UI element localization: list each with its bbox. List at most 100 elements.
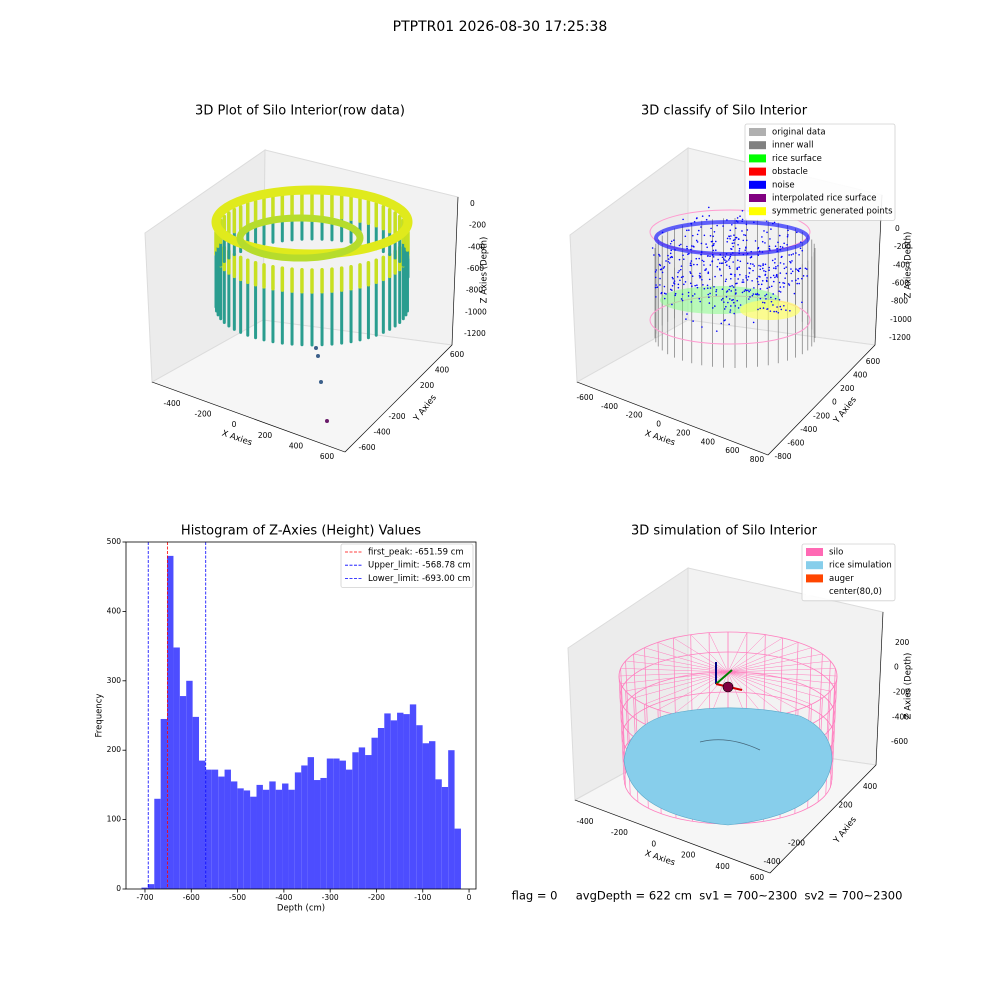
noise-point [785, 272, 788, 275]
noise-point [696, 241, 699, 243]
noise-point [789, 261, 792, 264]
noise-point [705, 268, 707, 270]
noise-point [785, 309, 787, 311]
noise-point [757, 246, 760, 249]
point-cloud-sketch [211, 185, 413, 423]
noise-point [669, 256, 672, 259]
noise-point [732, 286, 735, 288]
noise-point [805, 268, 808, 270]
noise-point [782, 286, 785, 288]
z-tick-label: 0 [895, 224, 900, 233]
x-tick-label: 200 [681, 851, 696, 860]
bar [435, 779, 442, 889]
noise-point [745, 289, 748, 292]
noise-point [693, 246, 695, 248]
noise-point [696, 263, 698, 266]
bar [333, 758, 340, 889]
x-axis-line [151, 381, 346, 453]
noise-point [752, 293, 755, 295]
z-tick-label: 0 [470, 199, 475, 208]
noise-point [795, 279, 797, 282]
noise-point [709, 234, 712, 237]
z-tick-label: -600 [467, 264, 484, 273]
noise-point [671, 303, 673, 306]
noise-point [737, 243, 739, 246]
noise-point [729, 298, 731, 300]
y-tick-label: -600 [787, 438, 804, 447]
noise-point [707, 293, 710, 296]
noise-point [714, 305, 716, 307]
noise-point [770, 228, 772, 230]
bar [154, 798, 161, 889]
noise-point [696, 233, 699, 236]
noise-point [739, 273, 741, 276]
noise-point [712, 249, 715, 252]
x-tick-label: -200 [626, 411, 643, 420]
legend-label: center(80,0) [829, 587, 882, 597]
noise-point [741, 209, 744, 212]
y-tick-label: -200 [813, 411, 830, 420]
bar [422, 743, 430, 889]
bar [205, 769, 212, 889]
noise-point [749, 263, 752, 265]
bar [314, 780, 321, 889]
noise-point [769, 238, 771, 240]
y-tick-label: 200 [420, 381, 435, 390]
noise-point [676, 276, 679, 278]
noise-point [759, 276, 761, 278]
bar [282, 783, 289, 889]
y-tick-label: -600 [358, 443, 375, 452]
noise-point [739, 304, 742, 306]
noise-point [719, 269, 721, 271]
noise-point [802, 275, 805, 277]
bar [160, 718, 168, 889]
noise-point [691, 234, 694, 237]
legend-swatch [749, 141, 766, 150]
noise-point [768, 245, 771, 248]
legend-label: first_peak: -651.59 cm [368, 548, 464, 558]
noise-point [791, 260, 793, 262]
noise-point [744, 249, 747, 252]
noise-point [658, 253, 660, 256]
noise-point [765, 298, 767, 300]
noise-point [788, 284, 791, 286]
silo-wire [727, 671, 799, 710]
noise-point [695, 239, 698, 242]
z-tick-label: -1000 [890, 315, 912, 324]
silo-wire [727, 671, 812, 705]
noise-point [686, 229, 688, 232]
noise-point [707, 255, 709, 257]
legend-swatch [806, 587, 823, 596]
bar [352, 752, 359, 889]
noise-point [715, 294, 718, 296]
bar [186, 680, 193, 889]
noise-point [787, 229, 789, 232]
noise-point [775, 265, 777, 268]
x-tick-label: 800 [750, 455, 765, 464]
bar [326, 758, 334, 889]
noise-point [713, 230, 716, 233]
point-cloud-sketch [649, 206, 816, 368]
noise-point [757, 280, 759, 283]
silo-wire [727, 671, 831, 692]
noise-point [677, 283, 680, 286]
noise-point [698, 257, 700, 260]
noise-point [661, 271, 664, 274]
noise-point [768, 266, 771, 269]
noise-point [728, 259, 730, 261]
x-tick-label: 0 [232, 420, 237, 429]
noise-point [734, 273, 736, 276]
noise-point [772, 280, 775, 283]
noise-point [757, 283, 760, 286]
noise-point [745, 275, 747, 277]
silo-wire [727, 660, 831, 673]
noise-point [731, 223, 733, 226]
noise-point [702, 284, 704, 286]
noise-point [774, 245, 777, 248]
bar [173, 647, 180, 889]
bar [448, 750, 455, 889]
noise-point [748, 290, 750, 293]
noise-point [796, 231, 798, 234]
noise-point [707, 271, 710, 273]
silo-wire [644, 671, 729, 705]
